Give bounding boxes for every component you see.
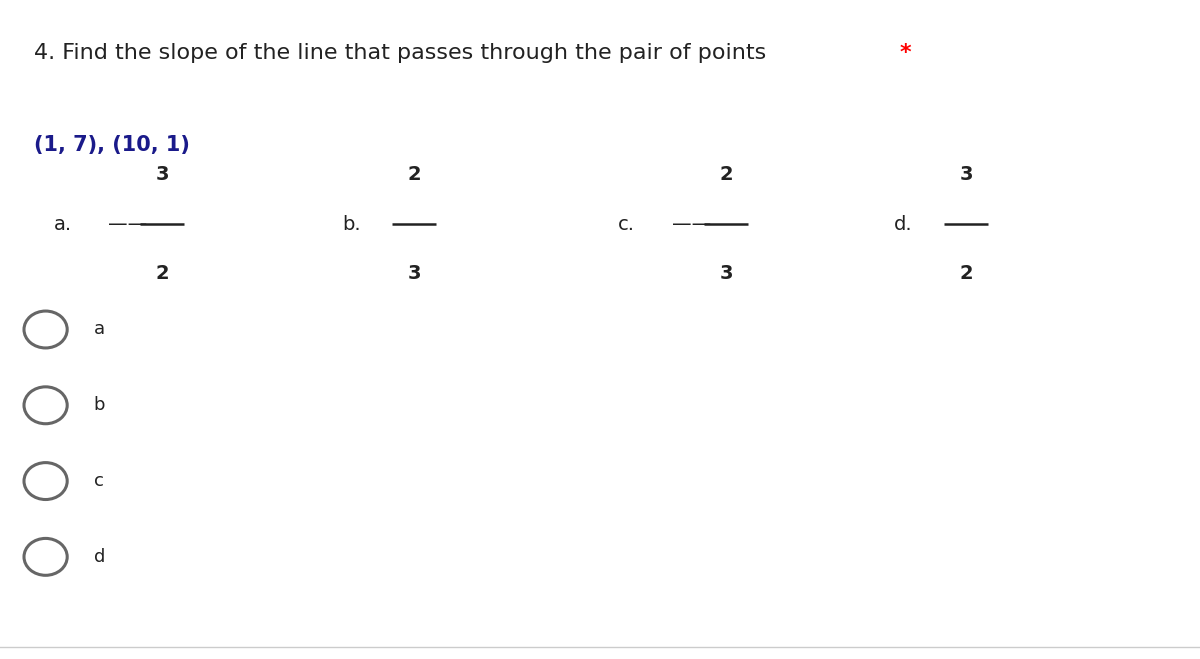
Text: d.: d.: [894, 215, 913, 233]
Text: 4. Find the slope of the line that passes through the pair of points: 4. Find the slope of the line that passe…: [34, 43, 773, 63]
Text: (1, 7), (10, 1): (1, 7), (10, 1): [34, 135, 190, 155]
Text: a.: a.: [54, 215, 72, 233]
Text: 3: 3: [959, 165, 973, 184]
Text: b: b: [94, 396, 106, 415]
Text: 3: 3: [407, 264, 421, 283]
Text: c.: c.: [618, 215, 635, 233]
Text: 2: 2: [719, 165, 733, 184]
Text: c: c: [94, 472, 103, 490]
Text: *: *: [900, 43, 912, 63]
Text: ——: ——: [672, 215, 712, 233]
Text: 2: 2: [959, 264, 973, 283]
Text: ——: ——: [108, 215, 148, 233]
Text: 2: 2: [407, 165, 421, 184]
Text: b.: b.: [342, 215, 361, 233]
Text: 3: 3: [155, 165, 169, 184]
Text: a: a: [94, 320, 104, 339]
Text: 3: 3: [719, 264, 733, 283]
Text: 2: 2: [155, 264, 169, 283]
Text: d: d: [94, 548, 104, 566]
